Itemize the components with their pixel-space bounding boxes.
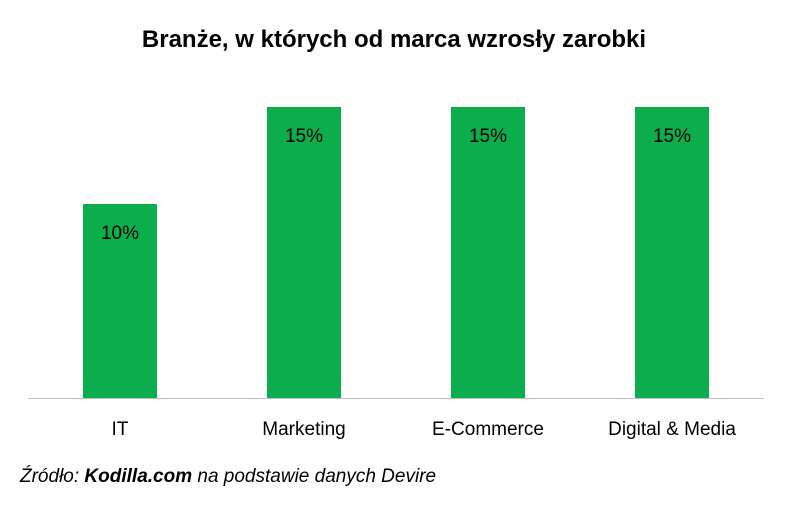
source-site: Kodilla.com [84, 466, 193, 487]
value-labels-group: 10% 15% 15% 15% [101, 126, 691, 244]
bars-group [83, 107, 709, 398]
value-label-0: 10% [101, 223, 139, 244]
bar-2 [451, 107, 525, 398]
value-label-1: 15% [285, 126, 323, 147]
category-labels-group: IT Marketing E-Commerce Digital & Media [112, 419, 737, 440]
category-label-1: Marketing [262, 419, 345, 440]
source-prefix: Źródło: [20, 466, 80, 487]
bar-1 [267, 107, 341, 398]
source-note: Źródło: Kodilla.com na podstawie danych … [20, 466, 436, 488]
bar-0 [83, 204, 157, 398]
category-label-3: Digital & Media [608, 419, 736, 440]
bar-3 [635, 107, 709, 398]
value-label-2: 15% [469, 126, 507, 147]
category-label-0: IT [112, 419, 129, 440]
source-suffix: na podstawie danych Devire [197, 466, 437, 487]
chart-title: Branże, w których od marca wzrosły zarob… [141, 26, 647, 53]
value-label-3: 15% [653, 126, 691, 147]
category-label-2: E-Commerce [432, 419, 544, 440]
